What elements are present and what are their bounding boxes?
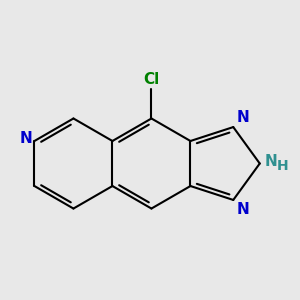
Text: N: N — [237, 110, 250, 125]
Text: N: N — [237, 202, 250, 217]
Text: N: N — [264, 154, 277, 169]
Text: N: N — [20, 131, 32, 146]
Text: H: H — [277, 159, 289, 173]
Text: Cl: Cl — [143, 72, 160, 87]
